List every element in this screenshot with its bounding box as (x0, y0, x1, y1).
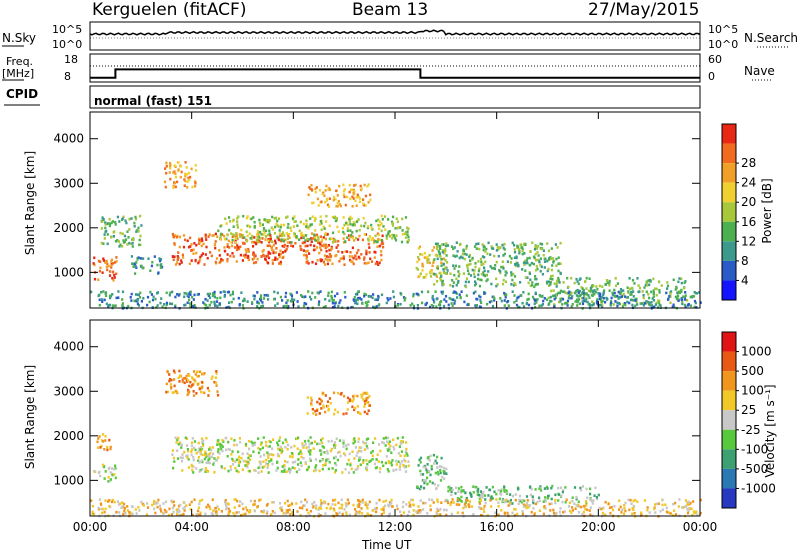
power-ytick-label-3: 4000 (53, 132, 84, 146)
power-colorbar-label-3: 16 (741, 215, 756, 229)
power-colorbar-label-1: 8 (741, 254, 749, 268)
nsky-tick-bottom: 10^0 (52, 38, 83, 51)
power-panel-bg (90, 112, 700, 308)
velocity-colorbar-seg-7 (722, 468, 736, 489)
velocity-region-0 (93, 463, 117, 483)
power-region-3 (163, 161, 198, 189)
x-tick-label-4: 16:00 (479, 520, 514, 534)
velocity-region-1 (96, 433, 112, 452)
cpid-mode: normal (fast) 151 (94, 94, 212, 108)
power-colorbar-seg-6 (722, 241, 736, 261)
power-colorbar-frame (721, 123, 737, 301)
nsearch-tick-bottom: 10^0 (708, 38, 739, 51)
velocity-colorbar-seg-8 (722, 488, 736, 508)
power-region-0 (92, 256, 118, 282)
velocity-colorbar-label-3: 25 (741, 403, 756, 417)
power-colorbar-seg-0 (722, 124, 736, 144)
cpid-label: CPID (6, 87, 39, 101)
x-tick-label-5: 20:00 (581, 520, 616, 534)
velocity-ytick-label-1: 2000 (53, 429, 84, 443)
velocity-colorbar-frame (721, 331, 737, 509)
power-ylabel: Slant Range [km] (23, 150, 37, 256)
nave-tick-top: 60 (708, 53, 722, 66)
power-region-1 (100, 214, 143, 248)
velocity-colorbar-seg-3 (722, 390, 736, 411)
nsky-tick-top: 10^5 (52, 23, 83, 36)
x-tick-label-6: 00:00 (683, 520, 718, 534)
velocity-colorbar-label-7: -1000 (741, 481, 776, 495)
power-region-10 (90, 290, 702, 310)
velocity-colorbar-label-0: 1000 (741, 345, 772, 359)
nsky-label: N.Sky (2, 31, 37, 45)
x-axis-label: Time UT (362, 538, 412, 552)
velocity-colorbar-seg-4 (722, 410, 736, 430)
power-colorbar-label-5: 24 (741, 176, 756, 190)
velocity-region-4 (306, 391, 371, 416)
x-tick-label-3: 12:00 (378, 520, 413, 534)
power-colorbar-seg-8 (722, 280, 736, 300)
power-colorbar-seg-4 (722, 202, 736, 222)
velocity-region-2 (165, 369, 220, 397)
power-colorbar-seg-5 (722, 221, 736, 242)
freq-tick-top: 18 (64, 53, 78, 66)
power-colorbar-label: Power [dB] (760, 178, 774, 244)
power-ytick-label-1: 2000 (53, 221, 84, 235)
velocity-ytick-label-2: 3000 (53, 384, 84, 398)
power-panel: 1000 2000 3000 4000 4 8 12 16 20 24 28 (53, 111, 756, 310)
velocity-region-5 (416, 453, 448, 491)
x-tick-label-1: 04:00 (174, 520, 209, 534)
power-region-2 (130, 255, 164, 275)
velocity-panel-bg (90, 320, 700, 516)
x-tick-label-0: 00:00 (73, 520, 108, 534)
velocity-colorbar-label-1: 500 (741, 364, 764, 378)
freq-line (90, 68, 700, 79)
beam-title: Beam 13 (352, 0, 429, 20)
nsky-line (89, 29, 701, 36)
freq-label: Freq. (6, 55, 34, 68)
velocity-colorbar-seg-0 (722, 332, 736, 352)
velocity-region-3 (171, 436, 410, 474)
velocity-colorbar-seg-1 (722, 351, 736, 372)
power-colorbar-label-6: 28 (741, 156, 756, 170)
power-colorbar-label-4: 20 (741, 195, 756, 209)
velocity-colorbar-label-4: -25 (741, 423, 761, 437)
velocity-colorbar-label: Velocity [m s⁻¹] (763, 384, 777, 478)
freq-unit-label: [MHz] (2, 67, 35, 80)
nsearch-tick-top: 10^5 (708, 23, 739, 36)
freq-tick-bottom: 8 (64, 70, 71, 83)
velocity-ylabel: Slant Range [km] (23, 364, 37, 470)
power-colorbar-label-2: 12 (741, 234, 756, 248)
velocity-ytick-label-3: 4000 (53, 340, 84, 354)
power-ytick-label-2: 3000 (53, 176, 84, 190)
nsearch-label: N.Search (744, 31, 799, 45)
velocity-panel: 1000 2000 3000 4000 1000 500 100 25 -25 -100 -500 -… (53, 319, 776, 518)
velocity-colorbar-seg-5 (722, 429, 736, 450)
power-colorbar-seg-3 (722, 182, 736, 203)
power-region-4 (171, 232, 385, 266)
power-region-6 (307, 183, 372, 208)
date-title: 27/May/2015 (588, 0, 700, 20)
cpid-frame (89, 85, 701, 109)
velocity-colorbar-label-2: 100 (741, 384, 764, 398)
nsky-strip-frame (89, 21, 701, 51)
velocity-colorbar-seg-6 (722, 449, 736, 469)
power-colorbar-label-0: 4 (741, 273, 749, 287)
velocity-colorbar-label-5: -100 (741, 442, 768, 456)
velocity-colorbar-label-6: -500 (741, 462, 768, 476)
power-colorbar-seg-1 (722, 143, 736, 164)
power-colorbar-seg-2 (722, 163, 736, 183)
nave-tick-bottom: 0 (708, 70, 715, 83)
power-ytick-label-0: 1000 (53, 265, 84, 279)
power-colorbar-seg-7 (722, 260, 736, 281)
velocity-colorbar-seg-2 (722, 371, 736, 391)
power-region-5 (217, 214, 410, 244)
x-tick-label-2: 08:00 (276, 520, 311, 534)
station-title: Kerguelen (fitACF) (92, 0, 247, 20)
velocity-region-7 (90, 498, 702, 518)
freq-strip-frame (89, 53, 701, 83)
nave-label: Nave (744, 64, 775, 78)
velocity-ytick-label-0: 1000 (53, 473, 84, 487)
power-region-8 (433, 241, 562, 289)
